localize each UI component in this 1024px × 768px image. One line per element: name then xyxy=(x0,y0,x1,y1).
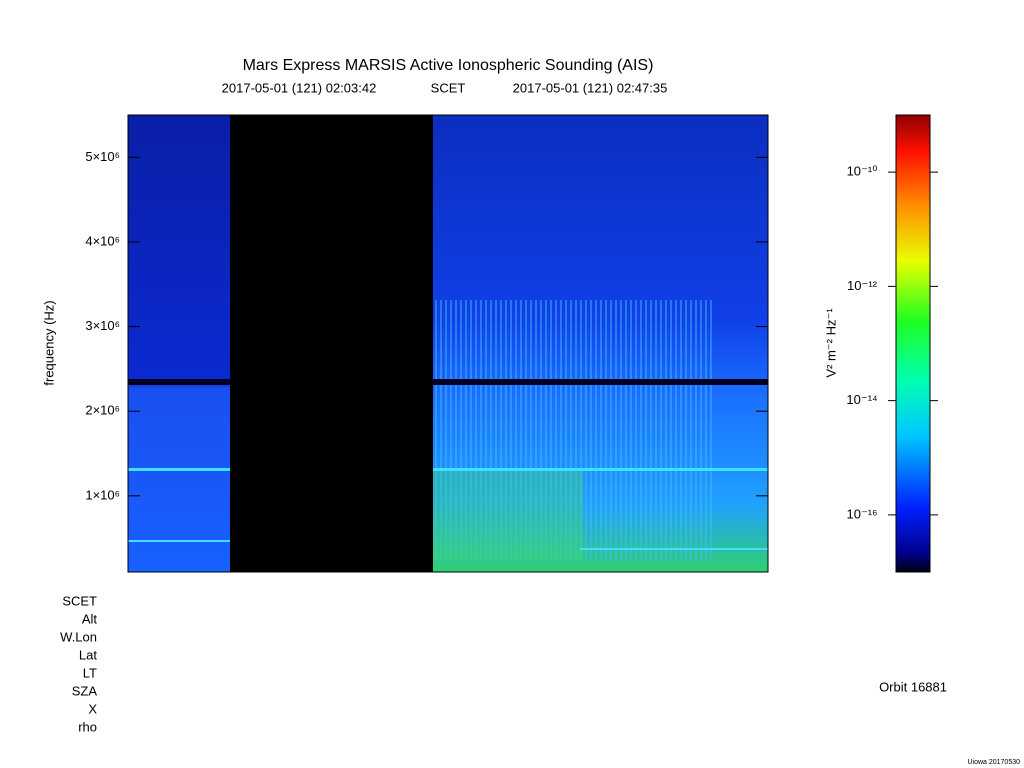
band-dark xyxy=(433,379,768,385)
chart-title: Mars Express MARSIS Active Ionospheric S… xyxy=(243,57,654,74)
ephemeris-label: SZA xyxy=(72,683,98,698)
band-bright xyxy=(128,540,230,542)
footer: Uiowa 20170530 xyxy=(967,759,1020,766)
y-tick-label: 3×10⁶ xyxy=(85,318,120,333)
colorbar xyxy=(895,114,931,573)
time-system: SCET xyxy=(431,80,466,95)
ephemeris-label: Alt xyxy=(82,611,98,626)
ephemeris-label: X xyxy=(88,701,97,716)
ephemeris-label: SCET xyxy=(62,593,97,608)
orbit-label: Orbit 16881 xyxy=(879,679,947,694)
spectrum-texture xyxy=(433,300,713,560)
plot-frame xyxy=(127,114,769,573)
ephemeris-label: rho xyxy=(78,719,97,734)
band-bright xyxy=(580,548,768,550)
data-gap xyxy=(230,115,433,572)
y-axis-label: frequency (Hz) xyxy=(41,300,56,385)
band-dark xyxy=(128,379,230,385)
spectrum-echo xyxy=(433,470,583,560)
colorbar-label: V² m⁻² Hz⁻¹ xyxy=(823,308,838,378)
ephemeris-label: W.Lon xyxy=(60,629,97,644)
band-bright xyxy=(128,468,230,471)
ephemeris-label: LT xyxy=(83,665,97,680)
band-bright xyxy=(433,468,768,471)
spectrogram-image xyxy=(128,115,768,572)
y-tick-label: 2×10⁶ xyxy=(85,403,120,418)
start-time: 2017-05-01 (121) 02:03:42 xyxy=(222,80,377,95)
colorbar-tick-label: 10⁻¹² xyxy=(847,278,878,293)
colorbar-tick-label: 10⁻¹⁴ xyxy=(846,392,877,407)
y-tick-label: 4×10⁶ xyxy=(85,233,120,248)
end-time: 2017-05-01 (121) 02:47:35 xyxy=(513,80,668,95)
spectrum-left xyxy=(128,115,230,572)
ephemeris-label: Lat xyxy=(79,647,97,662)
colorbar-tick-label: 10⁻¹⁰ xyxy=(847,164,878,179)
y-tick-label: 1×10⁶ xyxy=(85,487,120,502)
y-tick-label: 5×10⁶ xyxy=(85,149,120,164)
colorbar-tick-label: 10⁻¹⁶ xyxy=(846,506,877,521)
